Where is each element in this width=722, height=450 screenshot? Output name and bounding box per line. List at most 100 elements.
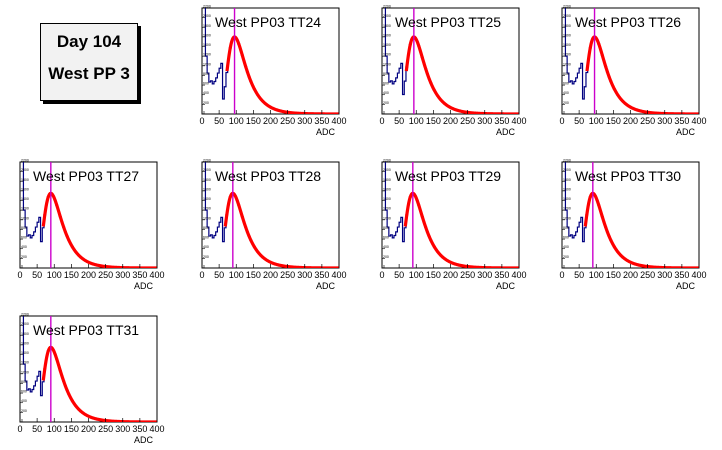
y-tick-label: 1200: [203, 53, 211, 57]
y-tick-label: 2200: [563, 159, 571, 163]
day-label: Day 104: [56, 32, 122, 51]
y-tick-label: 0: [203, 111, 205, 115]
x-tick-label: 200: [443, 116, 458, 126]
y-tick-label: 1600: [21, 187, 29, 191]
x-tick-label: 400: [331, 116, 346, 126]
x-tick-label: 350: [314, 270, 329, 280]
y-tick-label: 2000: [21, 322, 29, 326]
y-tick-label: 600: [203, 236, 209, 240]
x-tick-label: 300: [297, 116, 312, 126]
x-tick-label: 100: [47, 270, 62, 280]
y-tick-label: 1600: [203, 187, 211, 191]
x-tick-label: 200: [81, 424, 96, 434]
y-tick-label: 200: [383, 101, 389, 105]
x-tick-label: 100: [229, 116, 244, 126]
y-tick-label: 200: [203, 255, 209, 259]
histogram-panel: 0200400600800100012001400160018002000220…: [17, 159, 164, 292]
y-tick-label: 1400: [383, 197, 391, 201]
x-tick-label: 50: [214, 116, 224, 126]
x-tick-label: 400: [691, 116, 706, 126]
y-tick-label: 1200: [563, 207, 571, 211]
x-tick-label: 200: [263, 116, 278, 126]
histogram-panel: 0200400600800100012001400160018002000220…: [559, 5, 706, 138]
x-tick-label: 200: [623, 270, 638, 280]
x-tick-label: 350: [494, 270, 509, 280]
x-tick-label: 400: [149, 424, 164, 434]
plot-frame: [19, 161, 158, 269]
x-axis-label: ADC: [676, 281, 696, 291]
x-tick-label: 150: [246, 270, 261, 280]
x-tick-label: 400: [331, 270, 346, 280]
x-tick-label: 0: [199, 270, 204, 280]
y-tick-label: 2200: [563, 5, 571, 9]
x-tick-label: 400: [149, 270, 164, 280]
y-tick-label: 1400: [203, 197, 211, 201]
y-tick-label: 2000: [203, 14, 211, 18]
x-tick-label: 50: [32, 424, 42, 434]
fit-curve: [225, 35, 339, 114]
y-tick-label: 2000: [21, 168, 29, 172]
y-tick-label: 1800: [21, 178, 29, 182]
x-axis-label: ADC: [316, 281, 336, 291]
y-tick-label: 1200: [203, 207, 211, 211]
y-tick-label: 600: [203, 82, 209, 86]
y-tick-label: 2200: [203, 159, 211, 163]
y-tick-label: 1000: [203, 216, 211, 220]
plot-frame: [561, 161, 700, 269]
x-tick-label: 250: [640, 116, 655, 126]
x-tick-label: 50: [574, 270, 584, 280]
y-tick-label: 400: [203, 245, 209, 249]
x-tick-label: 150: [64, 270, 79, 280]
title-box: Day 104 West PP 3: [40, 23, 138, 101]
y-tick-label: 1600: [21, 341, 29, 345]
y-tick-label: 1200: [383, 207, 391, 211]
x-tick-label: 150: [426, 116, 441, 126]
x-tick-label: 50: [574, 116, 584, 126]
x-tick-label: 400: [691, 270, 706, 280]
x-tick-label: 350: [314, 116, 329, 126]
plot-frame: [381, 7, 520, 115]
y-tick-label: 200: [21, 255, 27, 259]
x-tick-label: 300: [297, 270, 312, 280]
y-tick-label: 400: [383, 91, 389, 95]
x-tick-label: 250: [280, 116, 295, 126]
y-tick-label: 1600: [203, 33, 211, 37]
x-tick-label: 300: [657, 116, 672, 126]
y-tick-label: 800: [203, 226, 209, 230]
x-tick-label: 50: [394, 116, 404, 126]
y-tick-label: 600: [563, 236, 569, 240]
x-axis-label: ADC: [316, 127, 336, 137]
x-tick-label: 350: [674, 270, 689, 280]
y-tick-label: 600: [21, 236, 27, 240]
x-tick-label: 150: [426, 270, 441, 280]
plot-frame: [381, 161, 520, 269]
y-tick-label: 1200: [21, 207, 29, 211]
y-tick-label: 200: [21, 409, 27, 413]
x-tick-label: 0: [199, 116, 204, 126]
x-tick-label: 0: [559, 116, 564, 126]
y-tick-label: 200: [383, 255, 389, 259]
y-tick-label: 1800: [203, 24, 211, 28]
y-tick-label: 800: [383, 226, 389, 230]
y-tick-label: 800: [21, 380, 27, 384]
x-tick-label: 100: [409, 270, 424, 280]
histogram-panel: 0200400600800100012001400160018002000220…: [199, 5, 346, 138]
y-tick-label: 1600: [563, 33, 571, 37]
y-tick-label: 2200: [21, 313, 29, 317]
x-tick-label: 200: [443, 270, 458, 280]
x-tick-label: 250: [460, 270, 475, 280]
x-tick-label: 0: [379, 116, 384, 126]
x-tick-label: 200: [263, 270, 278, 280]
x-tick-label: 250: [98, 424, 113, 434]
x-tick-label: 150: [246, 116, 261, 126]
x-tick-label: 100: [409, 116, 424, 126]
y-tick-label: 1000: [563, 216, 571, 220]
y-tick-label: 1000: [563, 62, 571, 66]
y-tick-label: 1600: [383, 187, 391, 191]
plot-frame: [19, 315, 158, 423]
x-tick-label: 250: [280, 270, 295, 280]
x-tick-label: 300: [115, 424, 130, 434]
panel-title: West PP03 TT25: [395, 14, 501, 30]
y-tick-label: 2000: [383, 168, 391, 172]
y-tick-label: 1200: [563, 53, 571, 57]
